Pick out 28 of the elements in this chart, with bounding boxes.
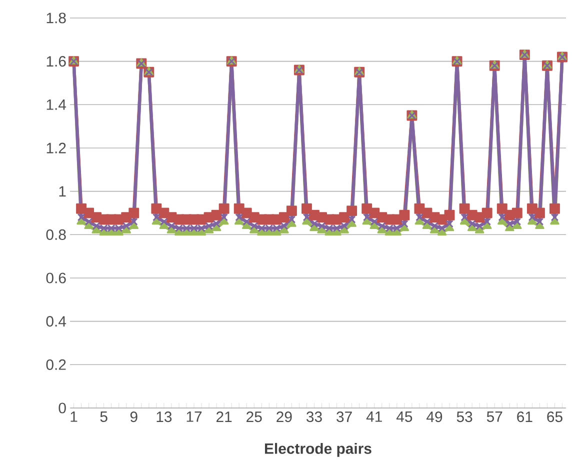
x-tick-label: 53: [456, 411, 472, 422]
x-tick-label: 29: [276, 411, 292, 422]
x-tick-label: 49: [426, 411, 442, 422]
x-tick-label: 41: [366, 411, 382, 422]
x-tick-label: 37: [336, 411, 352, 422]
x-tick-label: 25: [246, 411, 262, 422]
x-tick-label: 61: [517, 411, 532, 422]
x-tick-label: 9: [130, 411, 138, 422]
x-axis-title: Electrode pairs: [265, 442, 372, 457]
x-tick-label: 33: [306, 411, 322, 422]
x-tick-label: 45: [396, 411, 412, 422]
y-tick-label: 1: [59, 186, 66, 196]
y-tick-label: 0.2: [46, 359, 66, 370]
x-tick-label: 13: [156, 411, 172, 422]
y-tick-label: 1.2: [46, 142, 66, 154]
y-tick-label: 1.4: [46, 99, 66, 110]
x-tick-label: 17: [186, 411, 202, 422]
x-tick-label: 65: [547, 411, 562, 422]
x-tick-label: 5: [100, 411, 108, 422]
y-tick-label: 1.6: [46, 56, 66, 67]
y-tick-label: 0.8: [46, 229, 66, 240]
y-tick-label: 0.4: [46, 316, 66, 327]
x-tick-label: 1: [70, 411, 78, 422]
x-tick-label: 57: [486, 411, 502, 422]
x-tick-label: 21: [216, 411, 232, 422]
y-tick-label: 1.8: [46, 12, 66, 24]
y-tick-label: 0.6: [46, 272, 66, 284]
y-tick-label: 0: [58, 402, 66, 414]
